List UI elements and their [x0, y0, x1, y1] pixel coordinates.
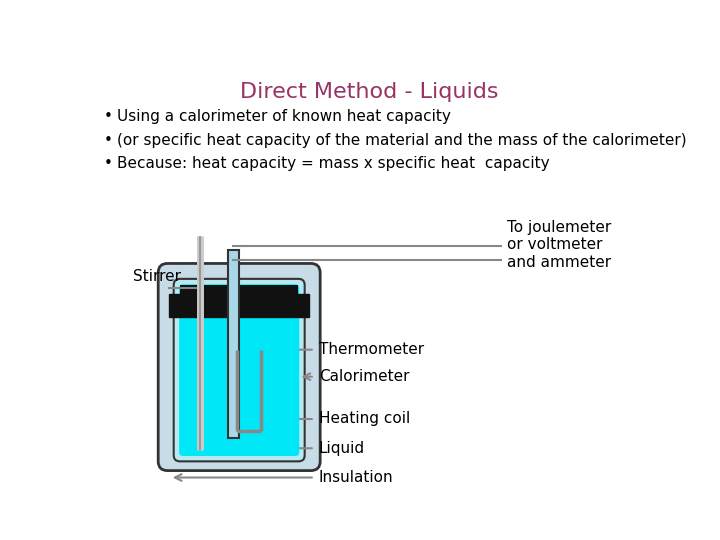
Text: Thermometer: Thermometer	[319, 342, 424, 357]
Text: Heating coil: Heating coil	[319, 411, 410, 427]
FancyBboxPatch shape	[179, 284, 300, 456]
Text: Stirrer: Stirrer	[132, 269, 181, 284]
Text: Liquid: Liquid	[319, 441, 365, 456]
FancyBboxPatch shape	[158, 264, 320, 470]
Text: Using a calorimeter of known heat capacity: Using a calorimeter of known heat capaci…	[117, 110, 451, 124]
Text: Because: heat capacity = mass x specific heat  capacity: Because: heat capacity = mass x specific…	[117, 156, 550, 171]
Text: (or specific heat capacity of the material and the mass of the calorimeter): (or specific heat capacity of the materi…	[117, 132, 687, 147]
Bar	[169, 294, 310, 318]
Text: Calorimeter: Calorimeter	[319, 369, 409, 384]
FancyBboxPatch shape	[174, 279, 305, 461]
Bar	[228, 249, 239, 438]
Text: •: •	[104, 132, 113, 147]
Text: •: •	[104, 110, 113, 124]
Text: •: •	[104, 156, 113, 171]
Text: Direct Method - Liquids: Direct Method - Liquids	[240, 82, 498, 102]
Text: To joulemeter
or voltmeter
and ammeter: To joulemeter or voltmeter and ammeter	[507, 220, 611, 270]
Bar	[180, 285, 299, 299]
Text: Insulation: Insulation	[319, 470, 393, 485]
